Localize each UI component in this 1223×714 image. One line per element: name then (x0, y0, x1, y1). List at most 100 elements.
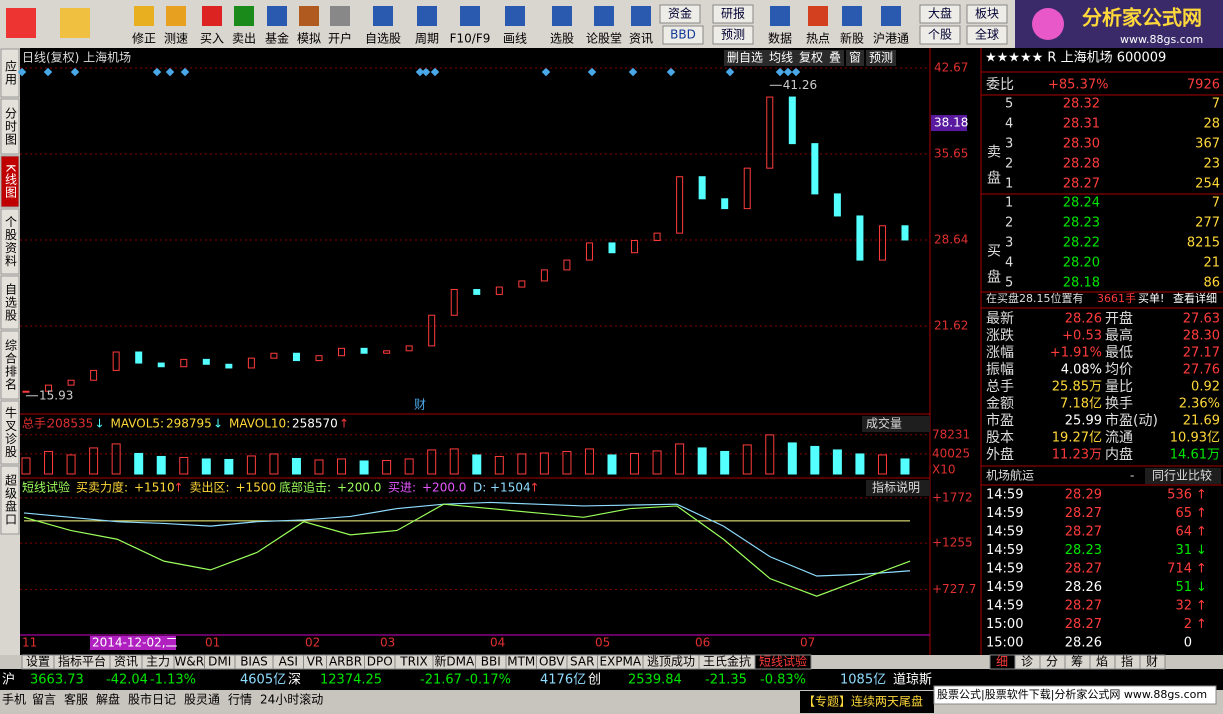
side-tab-bg[interactable] (0, 155, 20, 208)
side-tab[interactable]: 应用 (4, 59, 18, 86)
chart-button-bg[interactable] (846, 50, 864, 66)
tool-button[interactable]: 沪港通 (873, 32, 909, 46)
right-tab-bg[interactable] (1139, 654, 1166, 670)
side-tab[interactable]: 自选股 (4, 283, 18, 322)
small-button[interactable]: 资金 (668, 6, 692, 21)
side-tab[interactable]: 个股资料 (4, 215, 18, 267)
small-button[interactable]: 研报 (721, 6, 745, 21)
status-link[interactable]: 客服 (64, 692, 88, 707)
tool-button[interactable]: 自选股 (365, 32, 401, 46)
news-ticker[interactable]: 【专题】连续两天尾盘 (803, 694, 923, 709)
right-tab[interactable]: 诊 (1021, 655, 1033, 669)
compare-button-bg[interactable] (1145, 468, 1221, 484)
tool-button[interactable]: 周期 (415, 32, 439, 46)
small-button[interactable]: 个股 (928, 28, 952, 42)
side-tab-bg[interactable] (0, 98, 20, 155)
small-button-bg[interactable] (712, 4, 754, 24)
small-button[interactable]: 预测 (721, 28, 745, 42)
bottom-tab[interactable]: VR (307, 655, 324, 669)
tool-button[interactable]: 画线 (503, 32, 527, 46)
bottom-tab-bg[interactable] (754, 654, 812, 670)
bottom-tab[interactable]: 主力 (146, 655, 170, 669)
chart-button[interactable]: 复权 (799, 51, 823, 65)
bottom-tab[interactable]: BIAS (240, 655, 268, 669)
tool-button[interactable]: 买入 (200, 32, 224, 46)
chart-button-bg[interactable] (796, 50, 826, 66)
side-tab-bg[interactable] (0, 465, 20, 535)
tool-icon[interactable] (505, 6, 525, 26)
bottom-tab[interactable]: OBV (539, 655, 565, 669)
bottom-tab[interactable]: W&R (174, 655, 204, 669)
side-tab[interactable]: 超级盘口 (4, 473, 18, 526)
chart-button-bg[interactable] (766, 50, 796, 66)
side-tab-bg[interactable] (0, 330, 20, 400)
tool-icon[interactable] (166, 6, 186, 26)
tool-button[interactable]: 论股堂 (586, 32, 622, 46)
status-link[interactable]: 24小时滚动 (260, 692, 323, 707)
tool-button[interactable]: 热点 (806, 32, 830, 46)
back-button[interactable] (60, 8, 90, 38)
side-tab[interactable]: K线图 (4, 164, 18, 199)
tool-button[interactable]: 选股 (550, 32, 574, 46)
right-tab[interactable]: 细 (996, 655, 1008, 669)
bottom-tab[interactable]: 指标平台 (58, 654, 106, 669)
status-link[interactable]: 股灵通 (184, 693, 220, 707)
side-tab-bg[interactable] (0, 208, 20, 275)
small-button-bg[interactable] (919, 4, 961, 24)
bottom-tab[interactable]: 资讯 (114, 655, 138, 669)
small-button[interactable]: BBD (670, 28, 696, 42)
chart-button-bg[interactable] (724, 50, 766, 66)
chart-button[interactable]: 叠 (829, 51, 841, 65)
chart-button[interactable]: 窗 (849, 51, 861, 65)
bottom-tab[interactable]: ARBR (329, 655, 362, 669)
bottom-tab[interactable]: 设置 (26, 655, 50, 669)
tool-icon[interactable] (842, 6, 862, 26)
tool-icon[interactable] (594, 6, 614, 26)
tool-icon[interactable] (770, 6, 790, 26)
tool-button[interactable]: 数据 (768, 31, 792, 46)
right-tab[interactable]: 分 (1046, 655, 1058, 669)
side-tab[interactable]: 分时图 (4, 107, 18, 146)
right-tab[interactable]: 焰 (1096, 654, 1108, 669)
right-tab[interactable]: 指 (1121, 654, 1133, 669)
compare-button[interactable]: 同行业比较 (1152, 468, 1212, 483)
tool-icon[interactable] (552, 6, 572, 26)
bottom-tab[interactable]: MTM (507, 655, 535, 669)
tool-button[interactable]: 卖出 (232, 32, 256, 46)
tool-icon[interactable] (202, 6, 222, 26)
tool-icon[interactable] (460, 6, 480, 26)
tool-icon[interactable] (299, 6, 319, 26)
chart-button[interactable]: 预测 (869, 51, 893, 65)
small-button-bg[interactable] (919, 25, 961, 45)
side-tab-bg[interactable] (0, 275, 20, 330)
tool-icon[interactable] (330, 6, 350, 26)
tool-button[interactable]: 修正 (132, 31, 156, 46)
side-tab-bg[interactable] (0, 400, 20, 465)
bottom-tab[interactable]: TRIX (399, 655, 427, 669)
bottom-tab[interactable]: BBI (481, 655, 501, 669)
chart-button-bg[interactable] (826, 50, 844, 66)
volume-name[interactable]: 成交量 (866, 416, 902, 431)
small-button-bg[interactable] (662, 25, 704, 45)
right-tab[interactable]: 财 (1146, 655, 1158, 669)
small-button-bg[interactable] (659, 4, 701, 24)
status-link[interactable]: 留言 (32, 693, 56, 707)
status-link[interactable]: 行情 (228, 693, 252, 707)
tool-button[interactable]: 测速 (164, 32, 188, 46)
right-tab[interactable]: 筹 (1071, 655, 1083, 669)
tool-icon[interactable] (417, 6, 437, 26)
bottom-tab[interactable]: DPO (367, 655, 393, 669)
chart-button[interactable]: 均线 (769, 51, 793, 65)
tool-icon[interactable] (373, 6, 393, 26)
small-button[interactable]: 板块 (975, 7, 999, 21)
status-link[interactable]: 股市日记 (128, 692, 176, 707)
status-link[interactable]: 解盘 (96, 692, 120, 707)
small-button-bg[interactable] (966, 25, 1008, 45)
bottom-tab[interactable]: ASI (279, 655, 298, 669)
bottom-tab[interactable]: 王氏金抗 (703, 654, 751, 669)
small-button[interactable]: 大盘 (928, 6, 952, 21)
tool-button[interactable]: 新股 (840, 31, 864, 46)
small-button-bg[interactable] (712, 25, 754, 45)
bottom-tab[interactable]: DMI (208, 655, 231, 669)
tool-button[interactable]: 开户 (328, 31, 352, 46)
